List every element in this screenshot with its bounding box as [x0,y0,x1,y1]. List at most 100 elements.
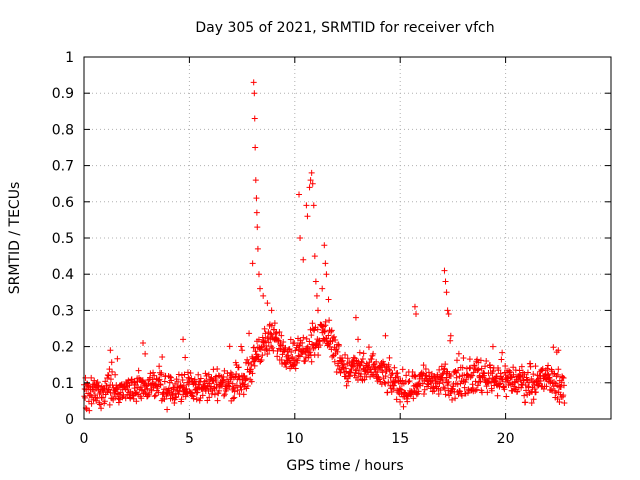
data-point [507,368,514,375]
data-point [498,356,505,363]
data-point [544,365,551,372]
data-point [272,330,279,337]
data-point [184,369,191,376]
y-tick-label: 0.9 [52,86,74,102]
data-point [133,398,140,405]
data-point [193,396,200,403]
data-point [532,389,539,396]
data-point [522,382,529,389]
data-point [530,396,537,403]
data-point [391,382,398,389]
data-point [156,363,163,370]
data-point [475,366,482,373]
data-point [444,307,451,314]
data-point [82,374,89,381]
data-point [439,379,446,386]
data-point [459,364,466,371]
data-point [543,383,550,390]
data-point [98,405,105,412]
data-point [478,365,485,372]
data-point [185,374,192,381]
data-point [481,370,488,377]
data-point [555,366,562,373]
data-point [205,371,212,378]
data-point [126,382,133,389]
data-point [86,407,93,414]
data-point [303,335,310,342]
y-tick-label: 0.3 [52,303,74,319]
data-point [268,322,275,329]
data-point [415,388,422,395]
data-point [331,358,338,365]
data-point [560,382,567,389]
data-point [230,395,237,402]
data-point [169,391,176,398]
data-point [420,362,427,369]
data-point [108,359,115,366]
data-point [216,387,223,394]
data-point [235,364,242,371]
data-point [249,370,256,377]
data-point [300,256,307,263]
y-tick-label: 1 [65,50,74,66]
data-point [335,342,342,349]
data-point [188,375,195,382]
data-point [221,367,228,374]
data-point [441,267,448,274]
data-point [518,381,525,388]
data-point [454,381,461,388]
data-point [489,375,496,382]
data-point [404,398,411,405]
data-point [138,395,145,402]
data-point [309,180,316,187]
data-point [309,320,316,327]
data-point [142,350,149,357]
data-point [240,391,247,398]
data-point [469,372,476,379]
data-point [386,367,393,374]
data-point [474,356,481,363]
data-point [233,382,240,389]
data-point [255,353,262,360]
data-point [339,354,346,361]
data-point [123,383,130,390]
data-point [321,328,328,335]
data-point [352,314,359,321]
data-point [297,235,304,241]
data-point [441,385,448,392]
data-point [442,361,449,368]
data-point [499,349,506,356]
data-point [148,387,155,394]
data-point [211,391,218,398]
data-point [382,373,389,380]
data-point [313,292,320,299]
data-point [294,357,301,364]
data-point [282,360,289,367]
data-point [178,396,185,403]
data-point [495,367,502,374]
x-tick-label: 5 [185,431,194,447]
data-point [520,377,527,384]
data-point [329,353,336,360]
data-point [497,380,504,387]
data-point [95,382,102,389]
data-point [314,326,321,333]
data-point [164,406,171,413]
data-point [391,364,398,371]
data-point [373,358,380,365]
data-point [195,371,202,378]
data-point [264,300,271,307]
data-point [467,364,474,371]
data-point [140,339,147,346]
data-point [252,177,259,184]
data-point [243,375,250,382]
data-point [157,381,164,388]
data-point [460,355,467,362]
data-point [267,330,274,337]
data-point [321,328,328,335]
data-point [442,278,449,285]
data-point [197,375,204,382]
data-point [488,387,495,394]
data-point [350,354,357,361]
